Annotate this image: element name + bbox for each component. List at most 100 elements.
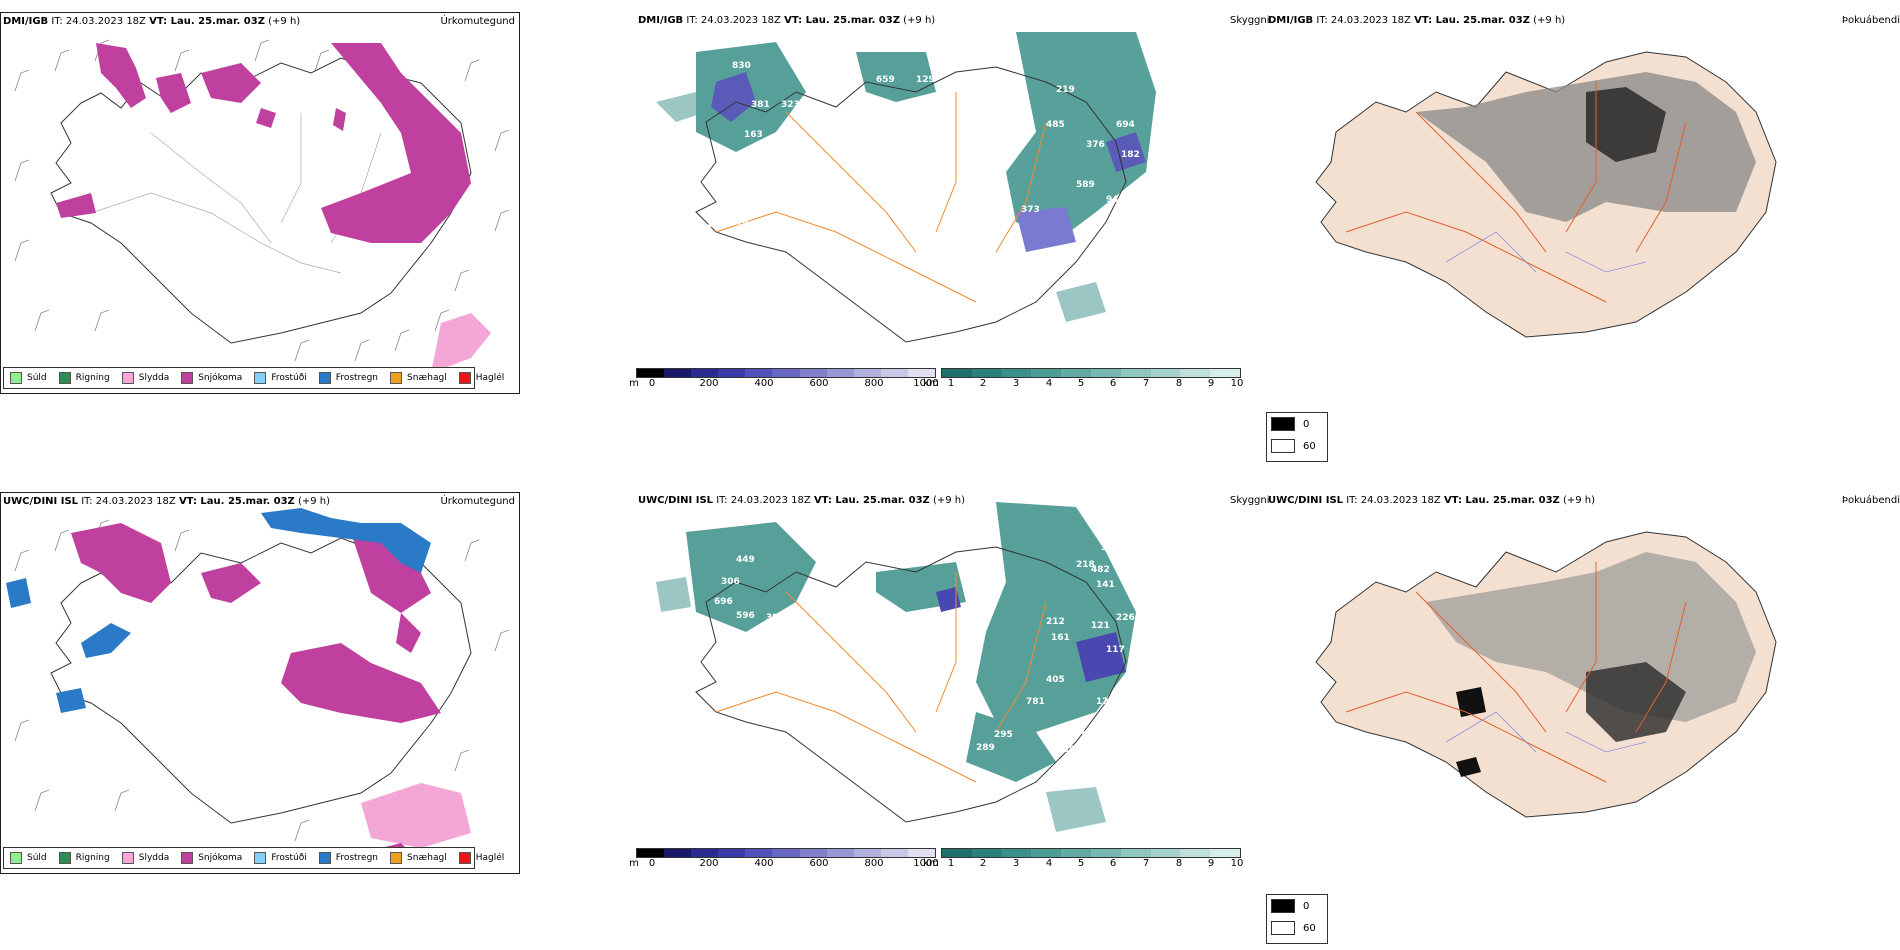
header-top-fog: DMI/IGB IT: 24.03.2023 18Z VT: Lau. 25.m… — [1268, 15, 1565, 26]
model-label: DMI/IGB — [1268, 15, 1314, 26]
svg-text:247: 247 — [946, 707, 965, 717]
model-label: UWC/DINI ISL — [3, 496, 79, 507]
init-time: IT: 24.03.2023 18Z — [686, 15, 781, 26]
cloud-base-label: 190 — [1056, 255, 1075, 265]
precip-legend: Súld Rigning Slydda Snjókoma Frostúði Fr… — [3, 367, 504, 389]
tick: 800 — [864, 378, 884, 389]
cloud-base-label: 694 — [1116, 120, 1135, 130]
valid-time: VT: Lau. 25.mar. 03Z — [1443, 495, 1560, 506]
lead-time: (+9 h) — [903, 15, 936, 26]
cloudbase-colorbar: m 0 200 400 600 800 1000 — [629, 848, 939, 870]
svg-text:224: 224 — [1131, 710, 1150, 720]
svg-text:226: 226 — [1116, 613, 1135, 623]
cloud-base-label: 659 — [876, 75, 895, 85]
visibility-colorbar: km 1 2 3 4 5 6 7 8 9 10 — [923, 848, 1243, 870]
precip-map-bottom — [6, 508, 510, 868]
fog-map-top — [1315, 51, 1777, 338]
valid-time: VT: Lau. 25.mar. 03Z — [813, 495, 930, 506]
model-label: UWC/DINI ISL — [1268, 495, 1344, 506]
legend-item: Súld — [10, 852, 47, 864]
header-top-precip: DMI/IGB IT: 24.03.2023 18Z VT: Lau. 25.m… — [3, 16, 300, 27]
cloud-base-label: 373 — [1021, 205, 1040, 215]
svg-text:996: 996 — [1066, 727, 1085, 737]
legend-item: Snjókoma — [181, 852, 242, 864]
cloud-base-label: 121 — [721, 185, 740, 195]
legend-item: Frostregn — [318, 852, 378, 864]
colorbar-unit: m — [629, 378, 639, 389]
svg-text:449: 449 — [736, 555, 755, 565]
legend-item: Slydda — [121, 372, 169, 384]
svg-text:482: 482 — [1091, 565, 1110, 575]
svg-text:405: 405 — [1046, 675, 1065, 685]
header-bottom-precip: UWC/DINI ISL IT: 24.03.2023 18Z VT: Lau.… — [3, 496, 330, 507]
svg-text:761: 761 — [1096, 775, 1115, 785]
cloud-base-label: 323 — [781, 100, 800, 110]
svg-text:121: 121 — [1091, 621, 1110, 631]
fog-title: Þokuábendi — [1841, 15, 1900, 26]
init-time: IT: 24.03.2023 18Z — [81, 496, 176, 507]
visibility-colorbar: km 1 2 3 4 5 6 7 8 9 10 — [923, 368, 1243, 390]
init-time: IT: 24.03.2023 18Z — [1316, 15, 1411, 26]
legend-item: Snjókoma — [181, 372, 242, 384]
svg-text:586: 586 — [1101, 543, 1120, 553]
visibility-map-top: 830 163 381 323 247 222 121 167 125 186 … — [656, 32, 1156, 343]
visibility-panel-bottom: 449 306 696 596 388 236 141 218 586 482 … — [629, 492, 1269, 874]
cloud-base-labels: 449 306 696 596 388 236 141 218 586 482 … — [714, 543, 1150, 785]
cloud-base-label: 229 — [1111, 260, 1130, 270]
svg-text:218: 218 — [1076, 560, 1095, 570]
tick: 400 — [754, 378, 774, 389]
valid-time: VT: Lau. 25.mar. 03Z — [178, 496, 295, 507]
legend-item: Haglél — [458, 372, 504, 384]
svg-text:388: 388 — [766, 613, 785, 623]
cloud-base-label: 186 — [736, 220, 755, 230]
svg-text:141: 141 — [1096, 580, 1115, 590]
visibility-title: Skyggni — [1230, 15, 1270, 26]
cloud-base-labels: 830 163 381 323 247 222 121 167 125 186 … — [676, 61, 1140, 285]
header-top-visibility: DMI/IGB IT: 24.03.2023 18Z VT: Lau. 25.m… — [638, 15, 935, 26]
cloud-base-label: 129 — [916, 75, 935, 85]
cloud-base-label: 949 — [1106, 195, 1125, 205]
cloud-base-label: 125 — [706, 220, 725, 230]
init-time: IT: 24.03.2023 18Z — [1346, 495, 1441, 506]
model-label: UWC/DINI ISL — [638, 495, 714, 506]
valid-time: VT: Lau. 25.mar. 03Z — [784, 15, 900, 26]
tick: 1000 — [913, 378, 939, 389]
cloud-base-label: 381 — [751, 100, 770, 110]
init-time: IT: 24.03.2023 18Z — [51, 16, 146, 27]
svg-text:696: 696 — [714, 597, 733, 607]
svg-text:161: 161 — [1051, 633, 1070, 643]
header-bottom-visibility: UWC/DINI ISL IT: 24.03.2023 18Z VT: Lau.… — [638, 495, 965, 506]
legend-item: Frostúði — [254, 852, 307, 864]
lead-time: (+9 h) — [932, 495, 966, 506]
legend-item: Rigning — [58, 852, 110, 864]
cloud-base-label: 163 — [744, 130, 763, 140]
cloud-base-label: 289 — [1096, 275, 1115, 285]
visibility-map-bottom: 449 306 696 596 388 236 141 218 586 482 … — [656, 502, 1150, 832]
cloud-base-label: 182 — [1121, 150, 1140, 160]
model-label: DMI/IGB — [3, 16, 49, 27]
cloud-base-label: 485 — [1046, 120, 1065, 130]
fog-legend-bottom: 0 60 — [1266, 894, 1328, 944]
cloud-base-label: 376 — [1086, 140, 1105, 150]
legend-item: Slydda — [121, 852, 169, 864]
cloud-base-label: 830 — [732, 61, 751, 71]
svg-text:781: 781 — [1026, 697, 1045, 707]
precip-title: Úrkomutegund — [440, 496, 515, 507]
cloud-base-label: 376 — [1111, 235, 1130, 245]
valid-time: VT: Lau. 25.mar. 03Z — [149, 16, 265, 27]
lead-time: (+9 h) — [1562, 495, 1596, 506]
lead-time: (+9 h) — [1533, 15, 1566, 26]
svg-text:212: 212 — [1046, 617, 1065, 627]
svg-text:128: 128 — [1096, 697, 1115, 707]
lead-time: (+9 h) — [297, 496, 331, 507]
svg-text:236: 236 — [976, 580, 995, 590]
fog-map-bottom — [1315, 531, 1777, 818]
cloud-base-label: 247 — [756, 145, 775, 155]
model-label: DMI/IGB — [638, 15, 684, 26]
precip-panel-top: DMI/IGB IT: 24.03.2023 18Z VT: Lau. 25.m… — [0, 12, 520, 394]
svg-text:836: 836 — [1056, 775, 1075, 785]
cloud-base-label: 222 — [756, 165, 775, 175]
fog-legend-top: 0 60 — [1266, 412, 1328, 462]
svg-text:295: 295 — [1096, 757, 1115, 767]
precip-title: Úrkomutegund — [440, 16, 515, 27]
